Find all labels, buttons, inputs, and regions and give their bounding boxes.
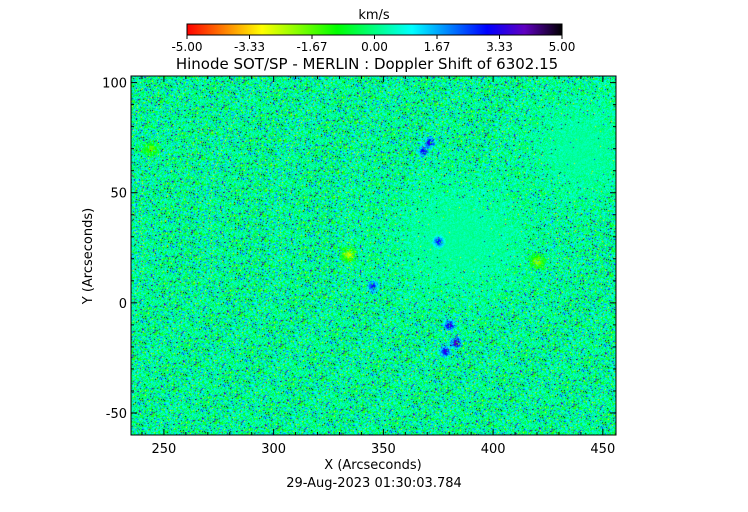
colorbar-tick-label: -1.67 [296,40,327,54]
doppler-map [131,76,616,435]
colorbar-tick-label: 3.33 [486,40,513,54]
colorbar-tick-label: -5.00 [171,40,202,54]
y-tick-label: 0 [119,297,127,312]
timestamp: 29-Aug-2023 01:30:03.784 [286,476,462,491]
x-tick-label: 300 [261,442,286,457]
colorbar-tick-label: -3.33 [234,40,265,54]
plot-frame [130,75,617,436]
colorbar-ticks: -5.00 -3.33 -1.67 0.00 1.67 3.33 5.00 [171,35,575,54]
colorbar-label: km/s [358,8,390,23]
y-tick-label: 50 [110,187,127,202]
y-tick-label: -50 [106,407,127,422]
x-axis-label: X (Arcseconds) [324,458,421,473]
x-tick-label: 450 [590,442,615,457]
x-tick-label: 350 [371,442,396,457]
colorbar-tick-label: 5.00 [549,40,576,54]
chart-title: Hinode SOT/SP - MERLIN : Doppler Shift o… [176,55,558,73]
y-axis: -50 0 50 100 [102,77,616,422]
y-axis-label: Y (Arcseconds) [81,208,96,305]
x-tick-label: 400 [481,442,506,457]
x-axis: 250 300 350 400 450 [141,76,615,457]
colorbar-tick-label: 1.67 [424,40,451,54]
colorbar-tick-label: 0.00 [361,40,388,54]
colorbar [186,23,563,36]
x-tick-label: 250 [152,442,177,457]
y-tick-label: 100 [102,77,127,92]
doppler-heatmap [131,76,616,435]
